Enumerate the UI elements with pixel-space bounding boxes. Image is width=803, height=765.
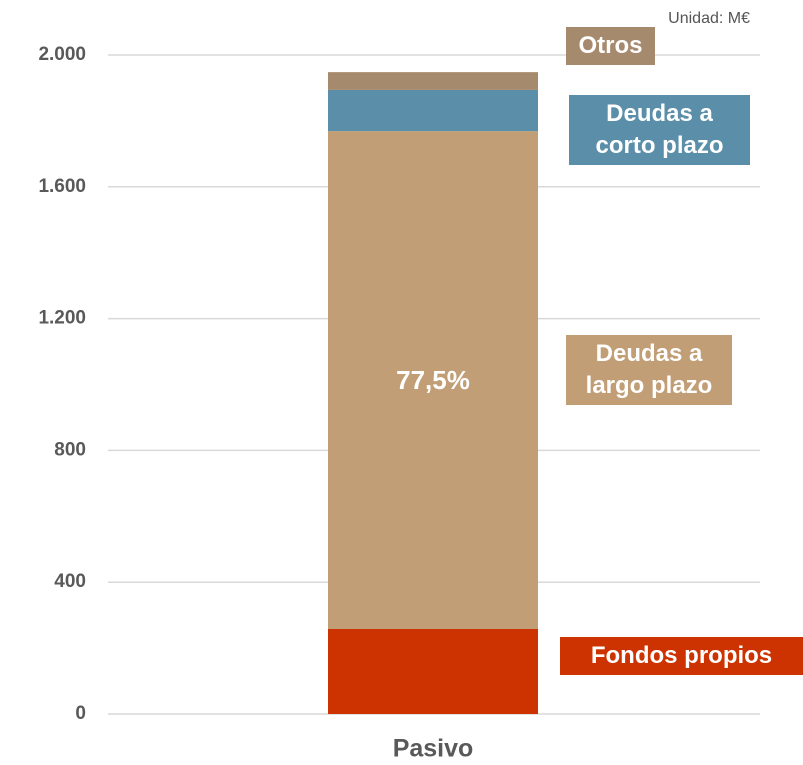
bar-segment xyxy=(328,89,538,132)
y-tick-label: 800 xyxy=(54,439,86,460)
legend-label: Fondos propios xyxy=(560,637,803,675)
legend-label: Deudas a corto plazo xyxy=(569,95,750,165)
x-tick-label: Pasivo xyxy=(393,735,474,763)
y-tick-label: 1.200 xyxy=(38,308,86,329)
segment-annotation: 77,5% xyxy=(396,365,470,395)
y-tick-label: 400 xyxy=(54,571,86,592)
y-tick-label: 1.600 xyxy=(38,176,86,197)
y-tick-label: 2.000 xyxy=(38,44,86,65)
bar-segment xyxy=(328,131,538,629)
bar-segment xyxy=(328,72,538,90)
bar-segment xyxy=(328,628,538,714)
legend-label: Deudas a largo plazo xyxy=(566,335,732,405)
unit-label: Unidad: M€ xyxy=(668,10,750,27)
legend-label: Otros xyxy=(566,27,655,65)
y-tick-label: 0 xyxy=(75,703,86,724)
